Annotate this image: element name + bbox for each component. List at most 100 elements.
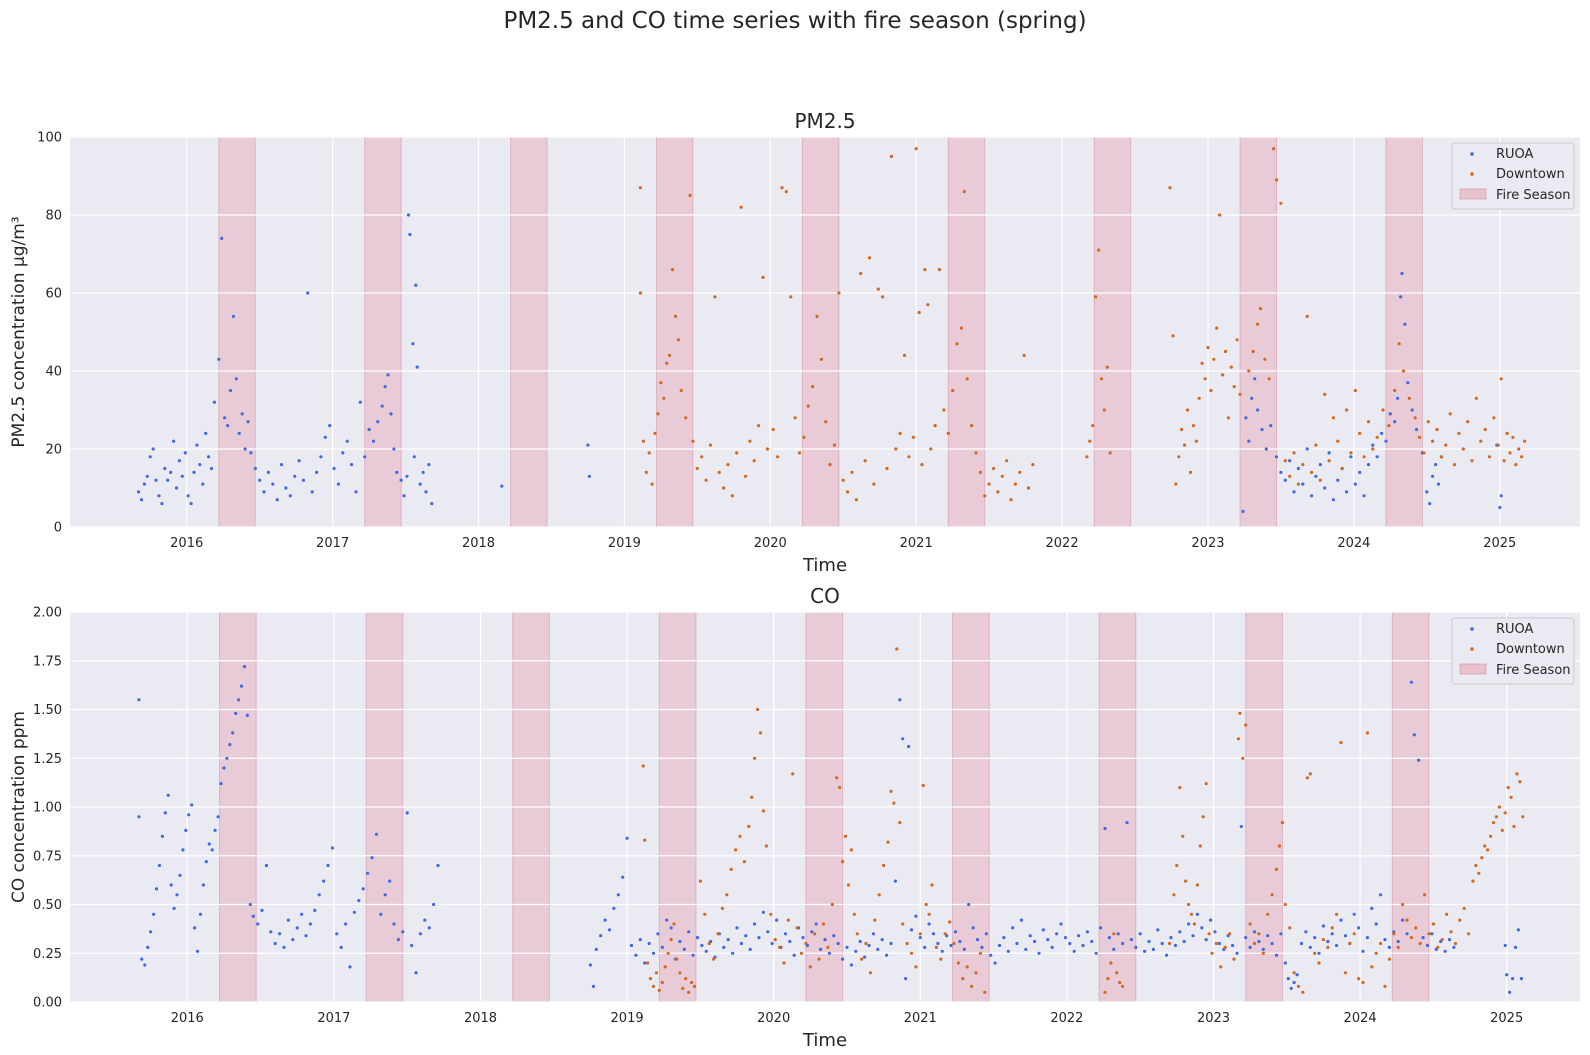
pm25-point-downtown bbox=[970, 424, 974, 428]
co-point-ruoa bbox=[1011, 926, 1015, 930]
co-point-downtown bbox=[756, 707, 760, 712]
co-point-downtown bbox=[1274, 867, 1279, 872]
pm25-point-ruoa bbox=[1305, 447, 1309, 451]
pm25-point-ruoa bbox=[408, 232, 412, 237]
pm25-point-downtown bbox=[752, 459, 756, 463]
pm25-point-downtown bbox=[1212, 357, 1216, 361]
co-point-ruoa bbox=[423, 918, 427, 922]
co-point-ruoa bbox=[1452, 945, 1456, 950]
co-point-ruoa bbox=[885, 953, 889, 957]
co-point-downtown bbox=[1458, 918, 1462, 922]
pm25-point-ruoa bbox=[328, 424, 332, 428]
co-point-downtown bbox=[1392, 932, 1396, 936]
pm25-point-downtown bbox=[1197, 396, 1201, 400]
co-point-downtown bbox=[660, 980, 664, 985]
co-point-ruoa bbox=[154, 887, 159, 891]
pm25-point-downtown bbox=[1094, 295, 1098, 299]
pm25-point-downtown bbox=[1397, 342, 1401, 346]
pm25-point-ruoa bbox=[1318, 463, 1322, 467]
pm25-point-ruoa bbox=[421, 470, 425, 474]
co-point-downtown bbox=[1198, 844, 1202, 848]
pm25-fire-season-band bbox=[947, 136, 986, 528]
pm25-point-downtown bbox=[1000, 474, 1004, 478]
co-point-downtown bbox=[648, 977, 653, 981]
co-point-ruoa bbox=[700, 943, 704, 948]
co-point-downtown bbox=[843, 834, 848, 838]
pm25-point-downtown bbox=[1492, 416, 1496, 420]
co-point-ruoa bbox=[841, 957, 845, 961]
co-point-downtown bbox=[1383, 984, 1387, 989]
co-x-axis-label: Time bbox=[802, 1030, 847, 1051]
co-point-ruoa bbox=[591, 984, 596, 989]
co-point-ruoa bbox=[1289, 986, 1293, 991]
pm25-point-downtown bbox=[668, 353, 672, 357]
co-point-downtown bbox=[764, 844, 769, 848]
co-point-ruoa bbox=[1274, 953, 1279, 957]
co-point-downtown bbox=[1301, 990, 1305, 994]
co-point-ruoa bbox=[1430, 932, 1434, 936]
pm25-point-ruoa bbox=[1388, 412, 1392, 416]
co-point-downtown bbox=[1296, 984, 1301, 989]
co-point-ruoa bbox=[726, 938, 730, 942]
co-point-ruoa bbox=[1072, 949, 1076, 953]
pm25-point-ruoa bbox=[145, 474, 149, 478]
pm25-point-ruoa bbox=[201, 482, 205, 486]
co-point-ruoa bbox=[348, 965, 352, 969]
co-point-downtown bbox=[1106, 977, 1110, 981]
pm25-point-ruoa bbox=[301, 478, 305, 482]
pm25-point-downtown bbox=[638, 186, 643, 190]
co-point-ruoa bbox=[1421, 936, 1425, 940]
co-point-ruoa bbox=[1187, 922, 1191, 926]
co-point-ruoa bbox=[1286, 977, 1290, 981]
pm25-point-ruoa bbox=[166, 478, 170, 482]
co-point-ruoa bbox=[1308, 945, 1312, 950]
pm25-point-ruoa bbox=[1250, 396, 1254, 400]
co-point-ruoa bbox=[1417, 758, 1421, 762]
co-point-downtown bbox=[678, 971, 682, 975]
pm25-point-ruoa bbox=[392, 447, 396, 451]
pm25-point-ruoa bbox=[243, 447, 247, 451]
co-point-ruoa bbox=[1252, 930, 1257, 934]
pm25-point-ruoa bbox=[306, 291, 310, 295]
co-point-downtown bbox=[1236, 737, 1240, 741]
co-point-ruoa bbox=[213, 828, 217, 833]
pm25-point-ruoa bbox=[279, 463, 284, 467]
co-point-downtown bbox=[852, 912, 856, 916]
co-point-downtown bbox=[1192, 922, 1196, 926]
co-point-downtown bbox=[1187, 902, 1191, 907]
co-point-ruoa bbox=[1330, 932, 1334, 936]
co-point-ruoa bbox=[379, 912, 383, 916]
co-point-ruoa bbox=[1143, 949, 1147, 953]
co-point-ruoa bbox=[1041, 928, 1045, 932]
pm25-point-ruoa bbox=[1498, 505, 1502, 510]
co-point-ruoa bbox=[923, 945, 927, 950]
pm25-point-downtown bbox=[713, 295, 717, 299]
co-panel: CO Time CO concentration ppm 2016 2017 201… bbox=[9, 584, 1580, 1051]
co-point-ruoa bbox=[880, 938, 884, 942]
co-point-ruoa bbox=[146, 945, 150, 950]
co-point-downtown bbox=[1283, 902, 1287, 907]
pm25-point-downtown bbox=[937, 268, 942, 272]
co-point-ruoa bbox=[1513, 945, 1518, 950]
co-point-ruoa bbox=[1409, 680, 1413, 684]
pm25-point-downtown bbox=[1426, 420, 1430, 424]
co-point-ruoa bbox=[273, 941, 277, 946]
co-point-downtown bbox=[1339, 741, 1343, 745]
co-point-ruoa bbox=[1503, 943, 1507, 948]
pm25-point-downtown bbox=[885, 466, 889, 471]
co-point-downtown bbox=[725, 893, 729, 897]
pm25-point-downtown bbox=[889, 154, 894, 159]
pm25-point-downtown bbox=[1452, 463, 1457, 467]
co-point-downtown bbox=[712, 957, 716, 961]
pm25-point-downtown bbox=[776, 455, 780, 459]
co-point-ruoa bbox=[210, 848, 214, 852]
pm25-point-ruoa bbox=[418, 482, 422, 486]
co-point-ruoa bbox=[1292, 980, 1296, 985]
pm25-point-downtown bbox=[854, 498, 859, 502]
pm25-point-downtown bbox=[1393, 388, 1397, 393]
co-point-downtown bbox=[965, 965, 969, 969]
pm25-fire-season-band bbox=[801, 136, 840, 528]
pm25-fire-season-band bbox=[1385, 136, 1423, 528]
co-point-ruoa bbox=[418, 932, 422, 936]
co-point-downtown bbox=[1423, 893, 1427, 897]
